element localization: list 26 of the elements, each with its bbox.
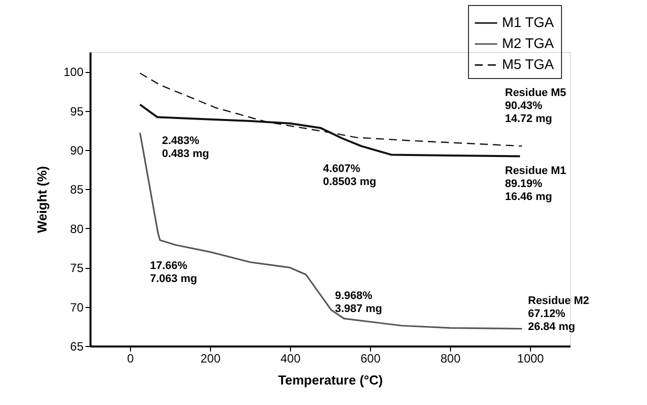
x-tick-label: 600 [360, 352, 381, 366]
y-tick-label: 80 [70, 222, 84, 236]
y-tick-label: 75 [70, 261, 84, 276]
x-tick-label: 400 [280, 352, 301, 366]
y-tick-label: 90 [70, 144, 84, 158]
annotation: Residue M5 90.43% 14.72 mg [505, 87, 566, 125]
annotation: 2.483% 0.483 mg [162, 135, 210, 160]
x-tick-label: 800 [440, 352, 461, 366]
y-tick-label: 95 [70, 104, 84, 118]
annotation: Residue M1 89.19% 16.46 mg [505, 165, 566, 203]
y-tick-label: 85 [70, 182, 84, 197]
x-tick-label: 0 [127, 352, 134, 366]
annotation: 9.968% 3.987 mg [335, 290, 382, 315]
x-axis-title: Temperature (°C) [278, 372, 383, 388]
legend-label: M1 TGA [502, 14, 555, 30]
y-tick-label: 65 [70, 340, 84, 354]
annotation: 4.607% 0.8503 mg [323, 163, 376, 188]
y-tick-label: 70 [70, 300, 84, 314]
x-tick-label: 200 [200, 352, 221, 366]
annotation: 17.66% 7.063 mg [150, 260, 198, 285]
y-axis-title: Weight (%) [34, 166, 50, 233]
x-tick-label: 1000 [517, 352, 544, 366]
legend-label: M2 TGA [502, 35, 555, 51]
legend-label: M5 TGA [502, 56, 555, 72]
y-tick-label: 100 [63, 65, 84, 80]
annotation: Residue M2 67.12% 26.84 mg [528, 295, 590, 333]
